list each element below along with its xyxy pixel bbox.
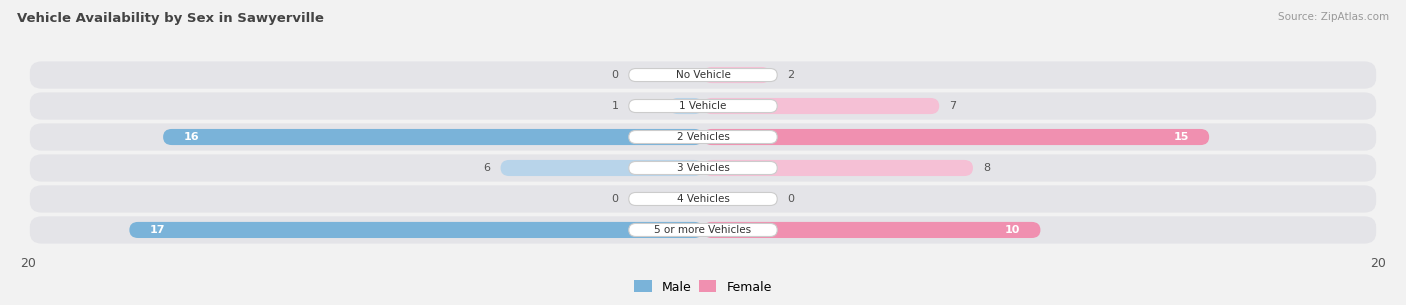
FancyBboxPatch shape (628, 99, 778, 113)
FancyBboxPatch shape (669, 98, 703, 114)
Text: 1 Vehicle: 1 Vehicle (679, 101, 727, 111)
Text: 10: 10 (1005, 225, 1021, 235)
FancyBboxPatch shape (703, 67, 770, 83)
FancyBboxPatch shape (30, 154, 1376, 181)
Text: No Vehicle: No Vehicle (675, 70, 731, 80)
FancyBboxPatch shape (703, 160, 973, 176)
Text: 8: 8 (983, 163, 990, 173)
Legend: Male, Female: Male, Female (630, 275, 776, 299)
Text: 7: 7 (949, 101, 956, 111)
FancyBboxPatch shape (30, 92, 1376, 120)
Text: 17: 17 (149, 225, 165, 235)
FancyBboxPatch shape (628, 161, 778, 174)
Text: 5 or more Vehicles: 5 or more Vehicles (654, 225, 752, 235)
FancyBboxPatch shape (703, 222, 1040, 238)
Text: 0: 0 (787, 194, 794, 204)
Text: 15: 15 (1174, 132, 1189, 142)
Text: 4 Vehicles: 4 Vehicles (676, 194, 730, 204)
FancyBboxPatch shape (30, 185, 1376, 213)
FancyBboxPatch shape (703, 129, 1209, 145)
FancyBboxPatch shape (163, 129, 703, 145)
Text: Vehicle Availability by Sex in Sawyerville: Vehicle Availability by Sex in Sawyervil… (17, 12, 323, 25)
FancyBboxPatch shape (628, 224, 778, 236)
Text: Source: ZipAtlas.com: Source: ZipAtlas.com (1278, 12, 1389, 22)
FancyBboxPatch shape (129, 222, 703, 238)
Text: 16: 16 (183, 132, 200, 142)
Text: 0: 0 (612, 70, 619, 80)
Text: 3 Vehicles: 3 Vehicles (676, 163, 730, 173)
FancyBboxPatch shape (628, 131, 778, 144)
Text: 6: 6 (484, 163, 491, 173)
Text: 0: 0 (612, 194, 619, 204)
FancyBboxPatch shape (30, 61, 1376, 89)
Text: 2: 2 (787, 70, 794, 80)
FancyBboxPatch shape (628, 192, 778, 206)
FancyBboxPatch shape (501, 160, 703, 176)
FancyBboxPatch shape (703, 98, 939, 114)
Text: 1: 1 (612, 101, 619, 111)
Text: 2 Vehicles: 2 Vehicles (676, 132, 730, 142)
FancyBboxPatch shape (30, 124, 1376, 151)
FancyBboxPatch shape (628, 69, 778, 81)
FancyBboxPatch shape (30, 216, 1376, 244)
